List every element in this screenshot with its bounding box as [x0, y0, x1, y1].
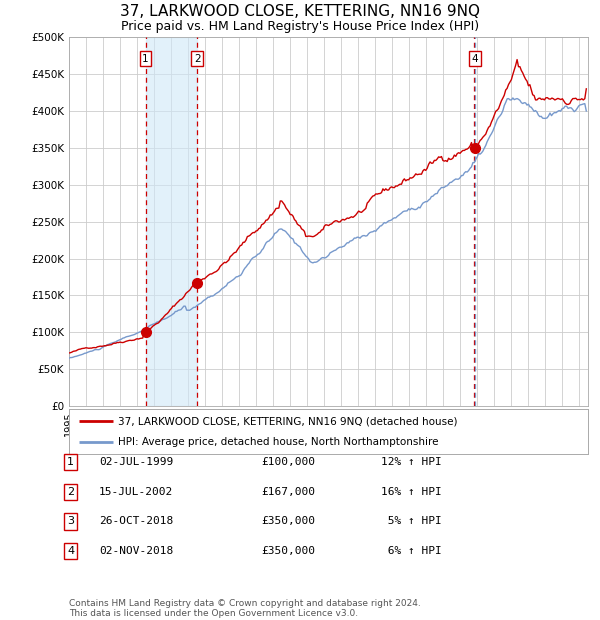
Text: 16% ↑ HPI: 16% ↑ HPI — [381, 487, 442, 497]
Text: £350,000: £350,000 — [261, 516, 315, 526]
Text: 2: 2 — [67, 487, 74, 497]
Text: Contains HM Land Registry data © Crown copyright and database right 2024.
This d: Contains HM Land Registry data © Crown c… — [69, 599, 421, 618]
Text: 4: 4 — [67, 546, 74, 556]
Text: Price paid vs. HM Land Registry's House Price Index (HPI): Price paid vs. HM Land Registry's House … — [121, 20, 479, 33]
Text: 02-NOV-2018: 02-NOV-2018 — [99, 546, 173, 556]
Text: £167,000: £167,000 — [261, 487, 315, 497]
Text: 37, LARKWOOD CLOSE, KETTERING, NN16 9NQ (detached house): 37, LARKWOOD CLOSE, KETTERING, NN16 9NQ … — [118, 416, 458, 427]
Text: 15-JUL-2002: 15-JUL-2002 — [99, 487, 173, 497]
Text: £100,000: £100,000 — [261, 457, 315, 467]
Bar — [146, 37, 197, 406]
Text: £350,000: £350,000 — [261, 546, 315, 556]
Text: 5% ↑ HPI: 5% ↑ HPI — [381, 516, 442, 526]
Text: 4: 4 — [472, 54, 478, 64]
Text: 1: 1 — [67, 457, 74, 467]
Text: 3: 3 — [67, 516, 74, 526]
Text: 2: 2 — [194, 54, 200, 64]
Text: 26-OCT-2018: 26-OCT-2018 — [99, 516, 173, 526]
Text: 02-JUL-1999: 02-JUL-1999 — [99, 457, 173, 467]
Text: 6% ↑ HPI: 6% ↑ HPI — [381, 546, 442, 556]
Text: 37, LARKWOOD CLOSE, KETTERING, NN16 9NQ: 37, LARKWOOD CLOSE, KETTERING, NN16 9NQ — [120, 4, 480, 19]
Text: 12% ↑ HPI: 12% ↑ HPI — [381, 457, 442, 467]
Text: HPI: Average price, detached house, North Northamptonshire: HPI: Average price, detached house, Nort… — [118, 436, 439, 447]
Text: 1: 1 — [142, 54, 149, 64]
